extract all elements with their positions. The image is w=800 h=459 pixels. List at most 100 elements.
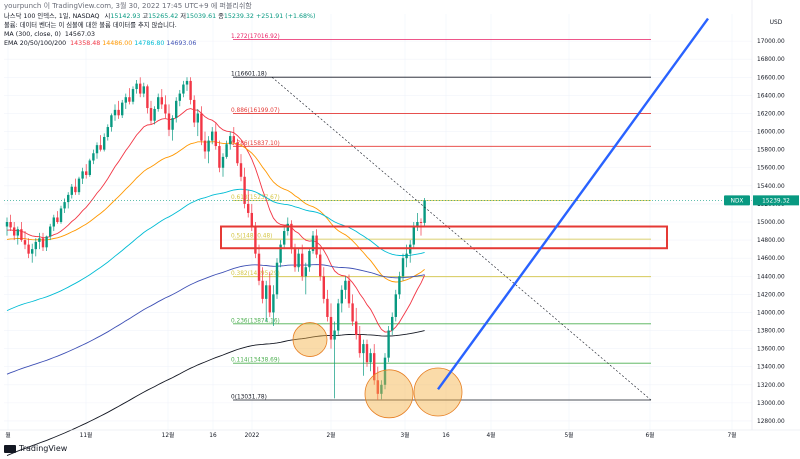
candle-body: [77, 178, 81, 193]
candle-body: [214, 131, 217, 147]
candle-body: [380, 384, 383, 394]
time-tick-label: 16: [209, 433, 217, 439]
candle-body: [27, 244, 30, 254]
candle-body: [167, 113, 171, 130]
highlight-circle-low-3[interactable]: [413, 367, 463, 417]
candle-body: [113, 109, 117, 116]
highlight-circle-low-1[interactable]: [292, 322, 328, 357]
price-tick-label: 14600.00: [757, 256, 785, 262]
attribution-text: yourpunch 이 TradingView.com, 3월 30, 2022…: [4, 2, 252, 10]
close-value: 15239.32: [223, 13, 254, 20]
candle-body: [81, 171, 84, 179]
fibonacci-retracement: 1.272(17016.92) 1(16601.18) 0.886(16199.07…: [231, 34, 651, 400]
candle-body: [279, 244, 282, 263]
candle-body: [333, 330, 336, 340]
candle-body: [387, 330, 390, 358]
candle-body: [337, 303, 340, 331]
symbol-label: 나스닥 100 인덱스, 1일, NASDAQ: [4, 13, 100, 20]
candle-body: [391, 316, 394, 331]
candle-body: [243, 176, 246, 204]
candle-body: [38, 238, 41, 242]
volume-notice: 볼륨: 데이터 벤더는 이 심볼에 대한 볼륨 데이터를 추지 않습니다.: [4, 22, 177, 29]
candle-body: [308, 250, 311, 268]
candle-body: [254, 226, 257, 254]
ma-legend: MA (300, close, 0) 14567.03: [4, 30, 315, 39]
candle-body: [67, 194, 70, 203]
candle-body: [401, 258, 405, 277]
candle-body: [301, 253, 304, 277]
candle-body: [419, 222, 423, 223]
close-label: 종: [218, 13, 224, 20]
candle-body: [49, 226, 52, 237]
fib-level-label: 0.618(15237.67): [231, 195, 280, 201]
price-axis-bg: [752, 0, 800, 459]
time-tick-label: 16: [442, 433, 450, 439]
candle-body: [200, 113, 203, 141]
last-price-label: 15239.32: [762, 198, 790, 204]
price-tick-label: 16000.00: [757, 130, 785, 136]
chart-legend: 나스닥 100 인덱스, 1일, NASDAQ 시15142.93 고15265…: [4, 12, 315, 48]
price-tick-label: 12800.00: [757, 419, 785, 425]
candle-body: [34, 241, 37, 250]
candle-body: [99, 145, 102, 150]
candle-body: [56, 217, 59, 222]
open-label: 시: [104, 13, 111, 20]
price-tick-label: 13200.00: [757, 383, 785, 389]
candle-body: [365, 344, 369, 363]
candle-body: [157, 97, 160, 109]
price-axis[interactable]: USD 17000.00 16800.00 16600.00 16400.00 16200…: [724, 0, 800, 459]
time-tick-label: 3월: [400, 431, 409, 439]
uptrend-line[interactable]: [437, 17, 709, 391]
last-price-badge[interactable]: [753, 195, 799, 206]
candle-body: [297, 253, 300, 268]
candle-body: [225, 144, 228, 157]
candle-body: [9, 222, 12, 228]
fib-level-label: 0(13031.78): [231, 394, 267, 400]
candle-body: [20, 229, 23, 241]
candle-body: [257, 253, 261, 281]
candle-body: [250, 212, 253, 227]
ema20-value: 14358.48: [70, 40, 101, 47]
fib-level-label: 1(16601.18): [231, 72, 267, 78]
candle-body: [164, 104, 167, 114]
fib-level-label: 1.272(17016.92): [231, 34, 280, 40]
candle-body: [412, 226, 415, 245]
fib-level-label: 0.236(13874.16): [231, 318, 280, 324]
candle-body: [149, 108, 153, 121]
time-tick-label: 월: [5, 431, 10, 439]
time-tick-label: 11월: [80, 431, 93, 439]
fib-trend-line: [271, 76, 652, 401]
price-tick-label: 14000.00: [757, 310, 785, 316]
candle-body: [95, 145, 99, 154]
candle-body: [347, 280, 351, 304]
candle-body: [376, 380, 379, 394]
open-value: 15142.93: [110, 13, 141, 20]
candle-body: [103, 136, 106, 150]
symbol-badge[interactable]: [724, 195, 750, 206]
candle-body: [23, 240, 27, 245]
price-tick-label: 14200.00: [757, 292, 785, 298]
candle-body: [236, 142, 239, 164]
candle-body: [52, 217, 55, 227]
price-tick-label: 15800.00: [757, 148, 785, 154]
candle-body: [272, 294, 275, 313]
candle-body: [59, 208, 63, 222]
candle-body: [362, 344, 365, 354]
highlight-circle-low-2[interactable]: [364, 369, 414, 419]
price-tick-label: 16200.00: [757, 111, 785, 117]
candlestick-series: [5, 77, 426, 401]
candle-body: [124, 97, 127, 103]
candle-body: [121, 102, 124, 116]
candle-body: [340, 289, 343, 304]
price-tick-label: 16800.00: [757, 57, 785, 63]
candle-body: [398, 276, 401, 295]
low-value: 15039.61: [186, 13, 217, 20]
time-axis[interactable]: 월 11월 12월 16 2022 2월 3월 16 4월 5월 6월 7월: [0, 429, 800, 439]
candle-body: [135, 83, 138, 90]
time-tick-label: 5월: [564, 431, 573, 439]
candle-body: [394, 294, 397, 317]
symbol-badge-label: NDX: [731, 198, 744, 204]
candle-body: [131, 89, 135, 102]
highlight-rectangle[interactable]: [220, 225, 668, 250]
